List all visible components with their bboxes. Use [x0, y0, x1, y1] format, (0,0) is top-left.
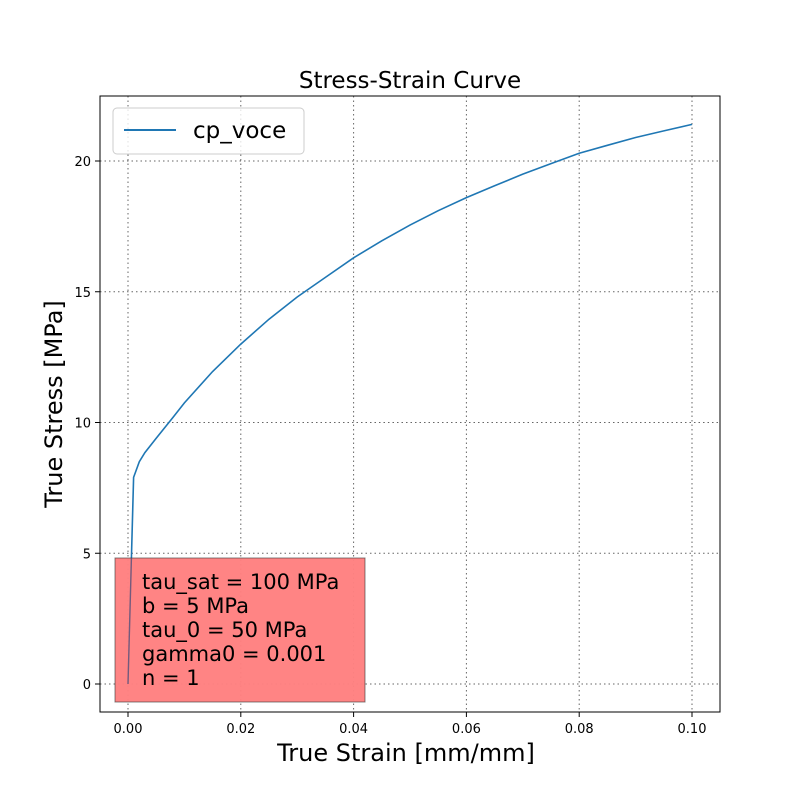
y-tick-label: 15: [74, 286, 91, 301]
annotation-line: n = 1: [142, 666, 200, 690]
annotation-box: [114, 557, 366, 703]
annotation-line: tau_sat = 100 MPa: [142, 570, 339, 595]
y-tick-label: 5: [83, 547, 91, 562]
y-tick-label: 0: [83, 678, 91, 693]
y-tick-label: 10: [74, 417, 91, 432]
x-tick-label: 0.06: [452, 722, 481, 737]
y-axis-title: True Stress [MPa]: [40, 300, 68, 509]
x-tick-label: 0.02: [226, 722, 255, 737]
series-line-cp_voce: [127, 123, 693, 685]
plot-frame: [99, 95, 721, 713]
annotation-line: b = 5 MPa: [142, 594, 249, 618]
legend: cp_voce: [112, 107, 305, 155]
annotation-line: tau_0 = 50 MPa: [142, 618, 307, 643]
legend-label: cp_voce: [193, 118, 286, 144]
chart-title: Stress-Strain Curve: [299, 68, 521, 94]
legend-box: [112, 107, 305, 155]
x-axis-title: True Strain [mm/mm]: [276, 739, 535, 767]
x-tick-label: 0.04: [339, 722, 368, 737]
x-tick-label: 0.10: [678, 722, 707, 737]
x-tick-label: 0.08: [565, 722, 594, 737]
series-layer: [127, 123, 693, 685]
x-tick-label: 0.00: [114, 722, 143, 737]
y-tick-label: 20: [74, 155, 91, 170]
tick-layer: 0.00 0.02 0.04 0.06 0.08 0.10 0 5 10 15 20: [74, 155, 706, 737]
annotation-line: gamma0 = 0.001: [142, 642, 326, 666]
